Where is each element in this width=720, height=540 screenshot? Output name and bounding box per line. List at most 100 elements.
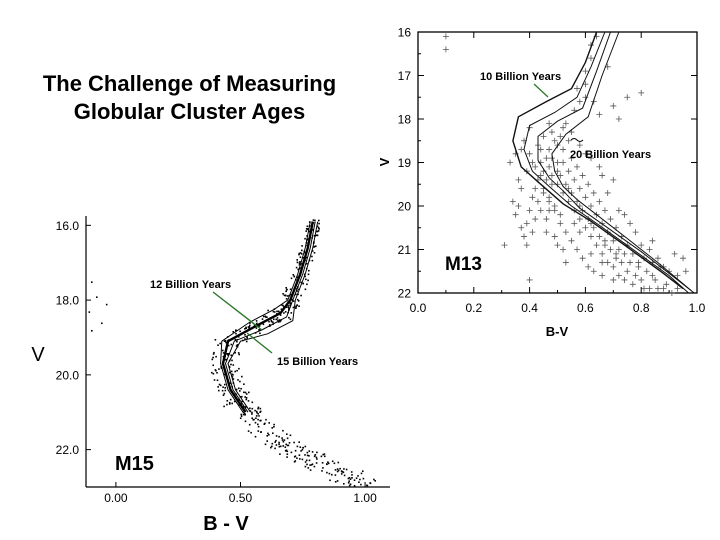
- m15-data-point: [304, 454, 306, 456]
- m15-data-point: [91, 281, 93, 283]
- m13-data-point: [646, 285, 653, 292]
- m13-data-point: [607, 246, 614, 253]
- m15-data-point: [265, 316, 267, 318]
- m13-data-point: [629, 281, 636, 288]
- m15-data-point: [230, 370, 233, 373]
- m15-data-point: [334, 481, 337, 483]
- m15-data-point: [246, 336, 248, 338]
- m13-data-point: [529, 229, 536, 236]
- m15-data-point: [290, 312, 293, 314]
- m15-data-point: [247, 400, 250, 402]
- m15-data-point: [240, 413, 243, 416]
- m13-data-point: [562, 229, 569, 236]
- m15-data-point: [248, 326, 251, 328]
- m15-data-point: [284, 294, 287, 297]
- m15-data-point: [311, 451, 314, 453]
- m15-data-point: [315, 234, 318, 236]
- m15-data-point: [224, 383, 226, 386]
- m15-data-point: [297, 300, 300, 302]
- m15-data-point: [343, 483, 345, 485]
- m15-data-point: [285, 306, 288, 308]
- m15-data-point: [211, 371, 213, 374]
- m15-data-point: [232, 378, 235, 380]
- m15-data-point: [292, 306, 295, 309]
- m15-data-point: [105, 303, 108, 306]
- m15-data-point: [239, 380, 241, 383]
- m15-ticks: 0.00 0.50 1.00 16.0 18.0 20.0 22.0: [56, 219, 377, 505]
- m15-data-point: [214, 339, 217, 341]
- m15-data-point: [242, 411, 245, 414]
- m15-data-point: [296, 298, 299, 301]
- m15-data-point: [295, 307, 297, 309]
- m13-y-tick-label: 17: [398, 69, 412, 83]
- m15-data-point: [226, 403, 228, 406]
- m15-data-point: [299, 252, 302, 254]
- m15-data-point: [350, 471, 353, 473]
- m15-data-point: [245, 393, 248, 395]
- m15-data-point: [244, 420, 247, 423]
- m13-data-point: [546, 146, 553, 153]
- m15-data-point: [327, 461, 329, 463]
- m13-data-point: [537, 146, 544, 153]
- m13-data-point: [534, 198, 541, 205]
- m13-data-point: [615, 116, 622, 122]
- m15-data-point: [298, 264, 301, 266]
- m15-data-point: [252, 419, 255, 421]
- m15-data-point: [315, 462, 318, 464]
- m15-data-point: [322, 467, 324, 469]
- m15-data-point: [258, 325, 260, 328]
- m15-data-point: [308, 221, 311, 223]
- m15-data-point: [327, 462, 330, 465]
- m15-data-point: [286, 444, 289, 447]
- m13-data-point: [521, 233, 528, 240]
- m15-data-point: [270, 319, 273, 322]
- m13-data-point: [543, 176, 550, 183]
- m15-data-point: [255, 327, 258, 329]
- m13-data-point: [523, 242, 530, 249]
- m15-data-point: [236, 344, 239, 346]
- m15-data-point: [296, 276, 299, 278]
- m15-data-point: [268, 434, 270, 436]
- m15-data-point: [259, 332, 261, 335]
- m15-data-point: [287, 444, 290, 447]
- m15-data-point: [284, 446, 287, 448]
- m15-data-point: [244, 334, 246, 336]
- m15-data-point: [333, 462, 336, 465]
- m15-data-point: [237, 336, 240, 338]
- m15-data-point: [257, 413, 259, 415]
- m13-data-point: [562, 120, 569, 127]
- m15-data-point: [277, 321, 280, 323]
- m15-data-point: [255, 410, 258, 413]
- m15-data-point: [349, 478, 352, 480]
- m13-data-point: [574, 163, 581, 170]
- m15-data-point: [314, 245, 317, 247]
- m13-x-tick-label: 0.6: [577, 301, 594, 315]
- m13-y-tick-label: 22: [398, 287, 412, 301]
- m15-data-point: [292, 274, 295, 276]
- m13-data-point: [671, 250, 678, 257]
- m13-data-point: [543, 155, 550, 162]
- m13-x-tick-label: 1.0: [689, 301, 706, 315]
- m13-data-point: [537, 207, 544, 214]
- m13-data-point: [582, 94, 589, 101]
- m15-data-point: [258, 329, 260, 331]
- m13-data-point: [512, 211, 519, 218]
- m15-data-point: [305, 459, 308, 462]
- m13-data-point: [587, 155, 594, 162]
- m15-data-point: [247, 430, 250, 432]
- m15-data-point: [243, 383, 245, 385]
- m15-data-point: [222, 394, 225, 396]
- m15-data-point: [251, 401, 254, 404]
- m15-data-point: [230, 343, 233, 346]
- m13-data-point: [554, 242, 561, 249]
- m15-data-point: [230, 363, 232, 366]
- m15-data-point: [285, 443, 287, 446]
- m13-data-point: [593, 242, 600, 249]
- m15-data-point: [213, 351, 215, 354]
- m15-data-point: [286, 450, 289, 453]
- m13-data-point: [621, 276, 628, 283]
- m15-data-point: [322, 453, 324, 456]
- m13-data-point: [682, 268, 689, 275]
- m13-data-point: [565, 137, 572, 144]
- m13-data-point: [663, 281, 670, 288]
